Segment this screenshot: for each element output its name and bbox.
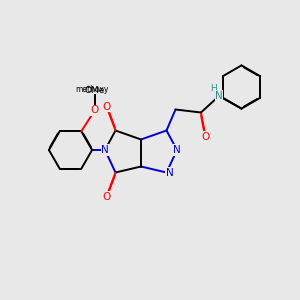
- Text: O: O: [102, 101, 111, 112]
- Text: OMe: OMe: [85, 86, 105, 95]
- Text: methoxy: methoxy: [75, 85, 109, 94]
- Text: O: O: [201, 131, 210, 142]
- Text: N: N: [101, 145, 109, 155]
- Text: N: N: [173, 145, 181, 155]
- Text: H: H: [210, 84, 217, 93]
- Text: N: N: [215, 91, 223, 101]
- Text: O: O: [102, 191, 111, 202]
- Text: O: O: [91, 105, 99, 115]
- Text: N: N: [166, 167, 173, 178]
